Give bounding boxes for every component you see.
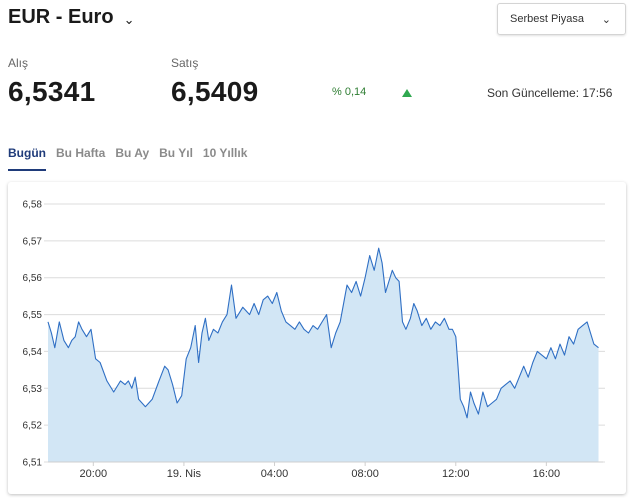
x-tick-label: 16:00 xyxy=(533,468,561,480)
x-tick-label: 19. Nis xyxy=(167,468,202,480)
chevron-down-icon[interactable]: ⌄ xyxy=(123,11,135,27)
x-tick-label: 08:00 xyxy=(351,468,379,480)
y-tick-label: 6,58 xyxy=(23,200,43,211)
x-tick-label: 20:00 xyxy=(80,468,108,480)
change-percent: % 0,14 xyxy=(332,86,367,98)
y-tick-label: 6,54 xyxy=(23,347,43,358)
period-tabs: Bugün Bu Hafta Bu Ay Bu Yıl 10 Yıllık xyxy=(8,146,257,171)
y-tick-label: 6,57 xyxy=(23,236,43,247)
chart-card: 6,51 6,52 6,53 6,54 6,55 6,56 6,57 6,58 20:00 19.… xyxy=(8,182,626,494)
tab-this-week[interactable]: Bu Hafta xyxy=(56,146,106,160)
buy-label: Alış xyxy=(8,56,29,70)
currency-title[interactable]: EUR - Euro ⌄ xyxy=(8,6,134,29)
currency-title-text: EUR - Euro xyxy=(8,6,114,28)
buy-value: 6,5341 xyxy=(8,76,96,107)
tab-this-month[interactable]: Bu Ay xyxy=(115,146,150,160)
y-tick-label: 6,55 xyxy=(23,310,43,321)
market-type-value: Serbest Piyasa xyxy=(510,13,584,25)
last-update: Son Güncelleme: 17:56 xyxy=(487,86,613,100)
x-tick-label: 04:00 xyxy=(261,468,289,480)
price-area xyxy=(48,248,599,462)
y-tick-label: 6,51 xyxy=(23,458,43,469)
tab-this-year[interactable]: Bu Yıl xyxy=(159,146,193,160)
sell-label: Satış xyxy=(171,56,199,70)
y-tick-label: 6,52 xyxy=(23,421,43,432)
triangle-up-icon xyxy=(402,89,412,97)
tab-today[interactable]: Bugün xyxy=(8,146,46,171)
tab-10-years[interactable]: 10 Yıllık xyxy=(202,146,248,160)
sell-value: 6,5409 xyxy=(171,76,259,107)
price-line xyxy=(47,247,599,419)
price-chart: 6,51 6,52 6,53 6,54 6,55 6,56 6,57 6,58 20:00 19.… xyxy=(23,200,605,480)
y-tick-label: 6,56 xyxy=(23,273,43,284)
market-type-select[interactable]: Serbest Piyasa ⌄ xyxy=(497,3,626,35)
x-tick-label: 12:00 xyxy=(442,468,470,480)
y-tick-label: 6,53 xyxy=(23,384,43,395)
chevron-down-icon: ⌄ xyxy=(601,13,611,26)
